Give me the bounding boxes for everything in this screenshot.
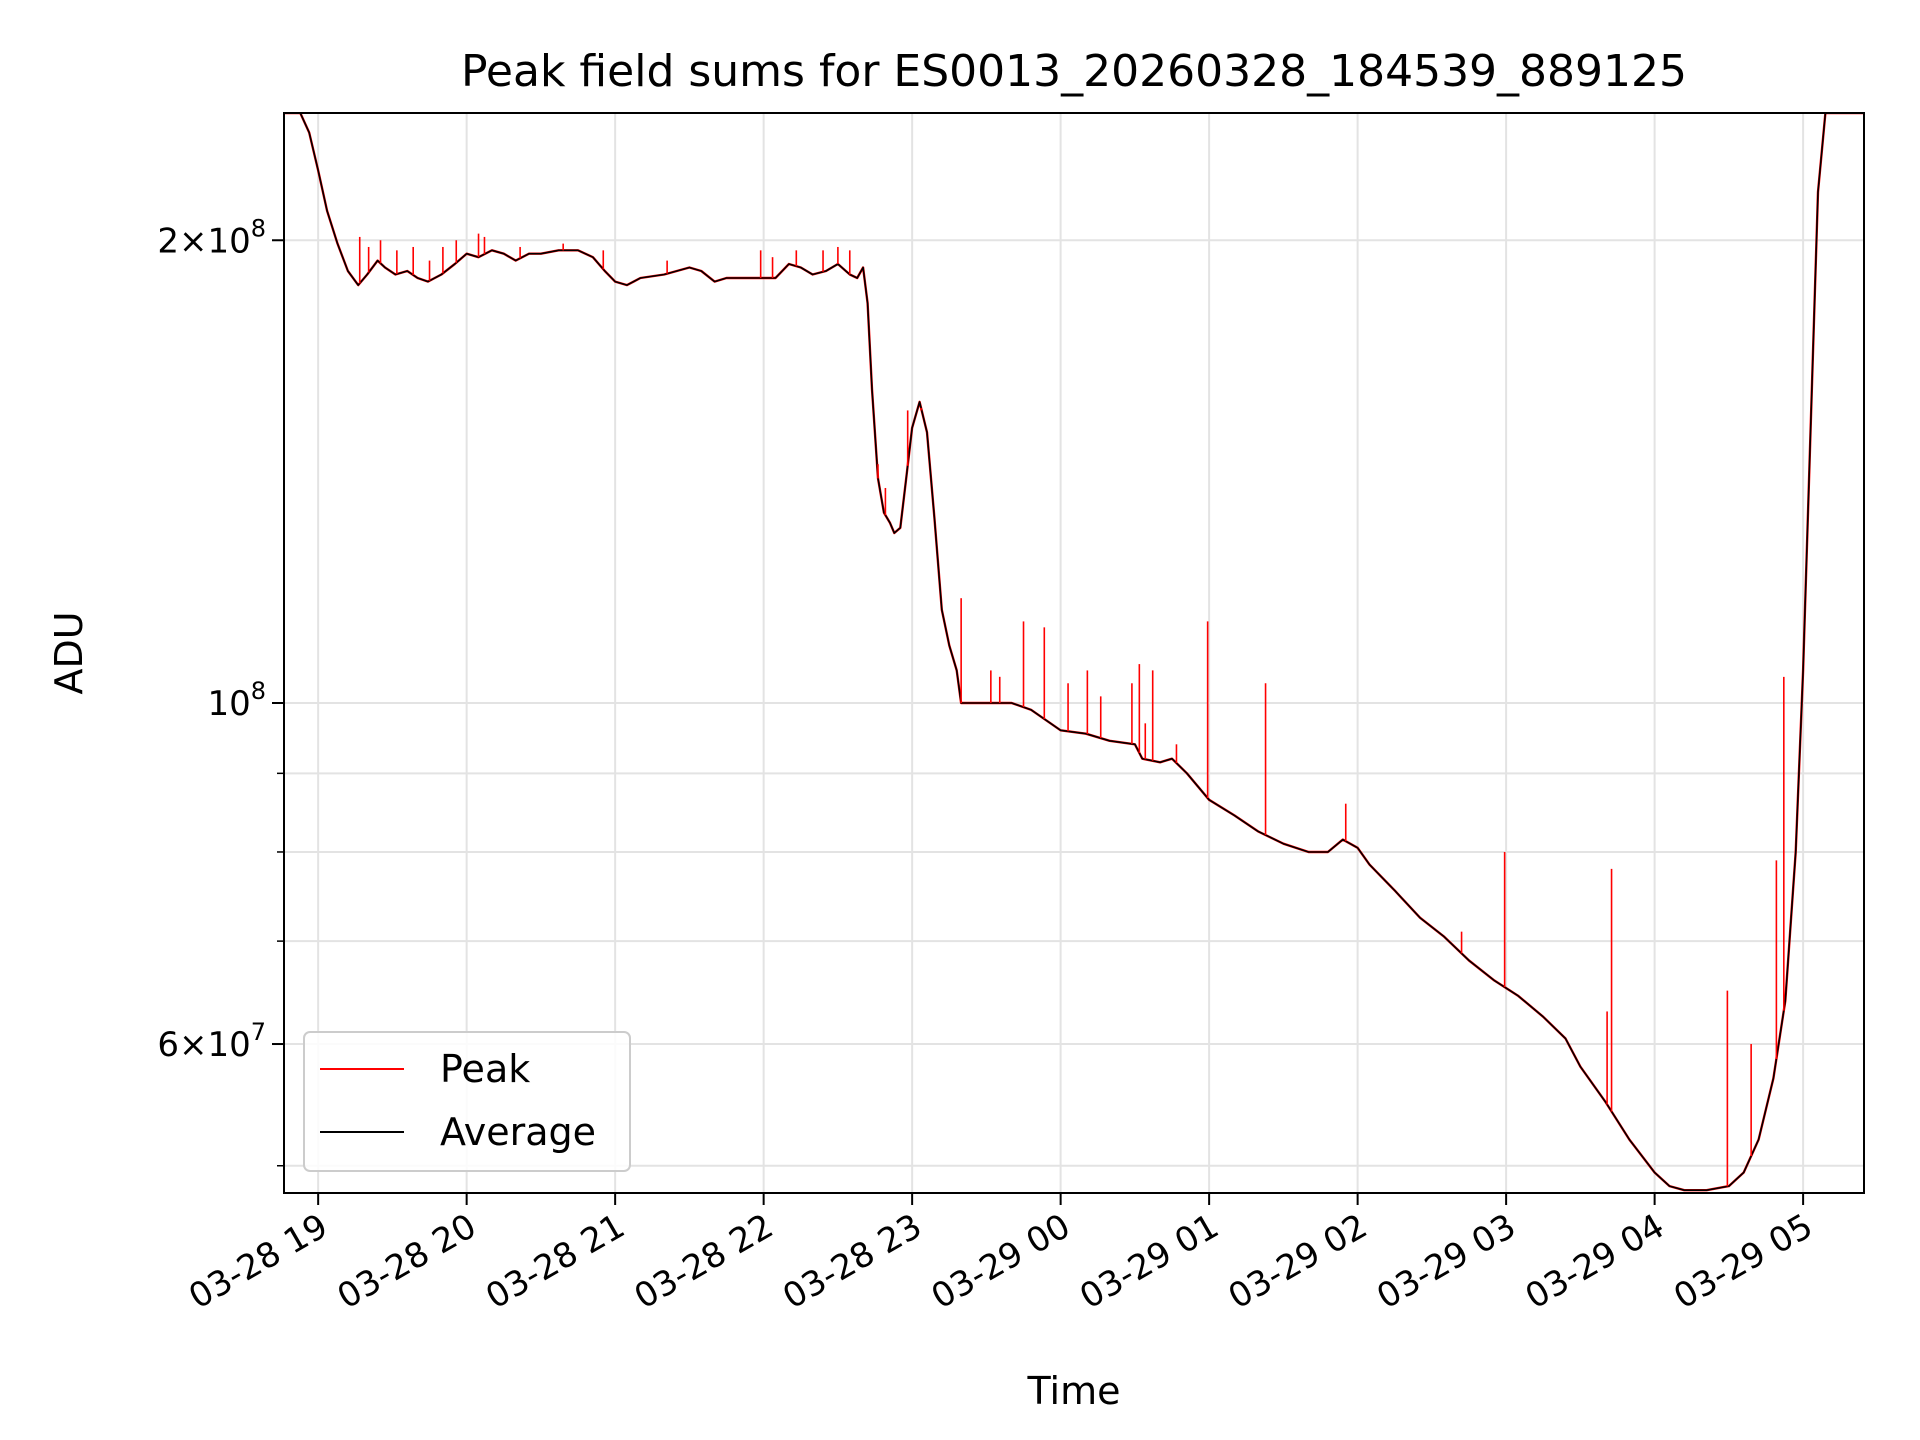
x-tick-label: 03-28 19 <box>182 1206 334 1317</box>
x-tick-label: 03-28 23 <box>776 1206 928 1317</box>
x-tick-label: 03-29 02 <box>1222 1206 1374 1317</box>
x-tick-label: 03-29 05 <box>1667 1206 1819 1317</box>
legend-peak-label: Peak <box>440 1047 530 1091</box>
x-tick-label: 03-28 22 <box>628 1206 780 1317</box>
chart-title: Peak field sums for ES0013_20260328_1845… <box>461 46 1687 97</box>
x-tick-label: 03-28 21 <box>479 1206 631 1317</box>
y-tick-label: 6×107 <box>157 1018 266 1065</box>
y-axis-label: ADU <box>47 611 91 694</box>
x-tick-label: 03-29 03 <box>1370 1206 1522 1317</box>
series-layer <box>284 113 1864 1192</box>
x-tick-label: 03-28 20 <box>331 1206 483 1317</box>
legend-average-label: Average <box>440 1110 596 1154</box>
x-tick-label: 03-29 00 <box>925 1206 1077 1317</box>
x-tick-label: 03-29 04 <box>1519 1206 1671 1317</box>
x-tick-label: 03-29 01 <box>1073 1206 1225 1317</box>
plot-frame <box>283 112 1865 1194</box>
peak-series-line <box>284 113 1864 1192</box>
legend: Peak Average <box>303 1031 631 1172</box>
y-axis: 2×108 108 6×107 <box>157 214 284 1167</box>
legend-box <box>303 1031 631 1172</box>
y-tick-label: 108 <box>207 677 266 724</box>
average-series-line <box>284 113 1864 1191</box>
x-axis-label: Time <box>1027 1369 1121 1413</box>
y-tick-label: 2×108 <box>157 214 266 261</box>
